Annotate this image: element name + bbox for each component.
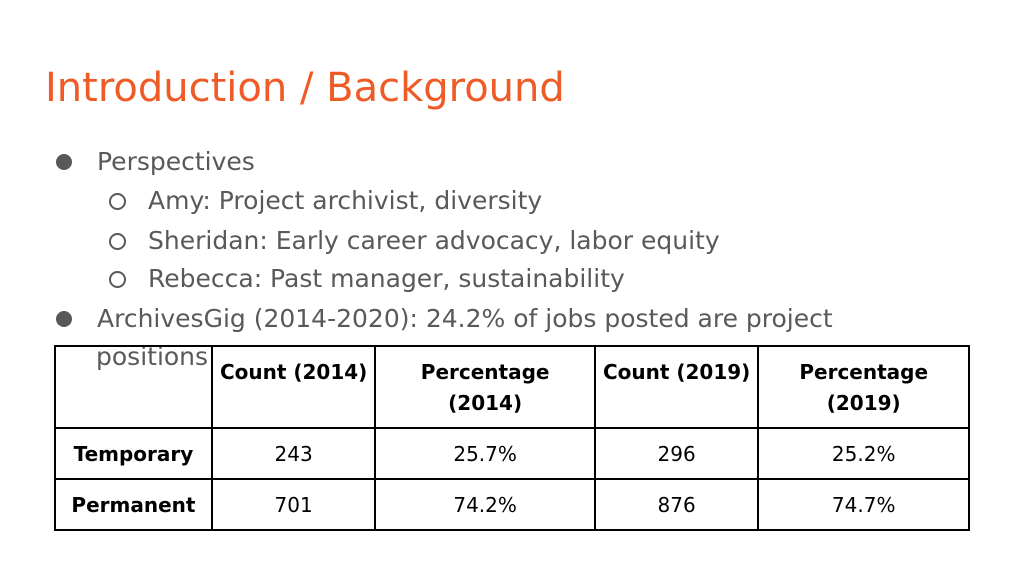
slide-title: Introduction / Background [45,65,565,111]
table-cell: 876 [593,478,760,531]
hollow-bullet-icon [109,270,126,288]
header-cell: Count (2019) [593,345,760,429]
header-cell-empty [54,345,213,429]
table-row: Permanent 701 74.2% 876 74.7% [54,478,970,531]
header-cell: Percentage (2019) [757,345,970,429]
hollow-bullet-icon [109,232,126,250]
table-cell: 74.2% [374,478,596,531]
header-cell: Count (2014) [210,345,377,429]
table-cell: 701 [210,478,377,531]
bullet-item-archivesgig: ArchivesGig (2014-2020): 24.2% of jobs p… [56,301,833,337]
sub-bullet-label: Rebecca: Past manager, sustainability [148,264,625,293]
bullet-item-perspectives: Perspectives [56,144,255,180]
filled-bullet-icon [56,154,72,170]
sub-bullet-label: Amy: Project archivist, diversity [148,186,543,215]
table-cell: 74.7% [757,478,970,531]
table-cell: 25.7% [374,427,596,480]
sub-bullet-item: Rebecca: Past manager, sustainability [109,261,625,297]
sub-bullet-label: Sheridan: Early career advocacy, labor e… [148,226,720,255]
bullet-label: Perspectives [97,147,255,176]
table-cell: 25.2% [757,427,970,480]
row-label: Permanent [54,478,213,531]
header-cell: Percentage (2014) [374,345,596,429]
table-header-row: Count (2014) Percentage (2014) Count (20… [54,345,970,429]
table-cell: 296 [593,427,760,480]
filled-bullet-icon [56,311,72,327]
row-label: Temporary [54,427,213,480]
sub-bullet-item: Sheridan: Early career advocacy, labor e… [109,223,720,259]
bullet-label: ArchivesGig (2014-2020): 24.2% of jobs p… [97,304,833,333]
table-row: Temporary 243 25.7% 296 25.2% [54,427,970,480]
table-cell: 243 [210,427,377,480]
sub-bullet-item: Amy: Project archivist, diversity [109,183,542,219]
hollow-bullet-icon [109,192,126,210]
jobs-table: Count (2014) Percentage (2014) Count (20… [54,345,970,531]
